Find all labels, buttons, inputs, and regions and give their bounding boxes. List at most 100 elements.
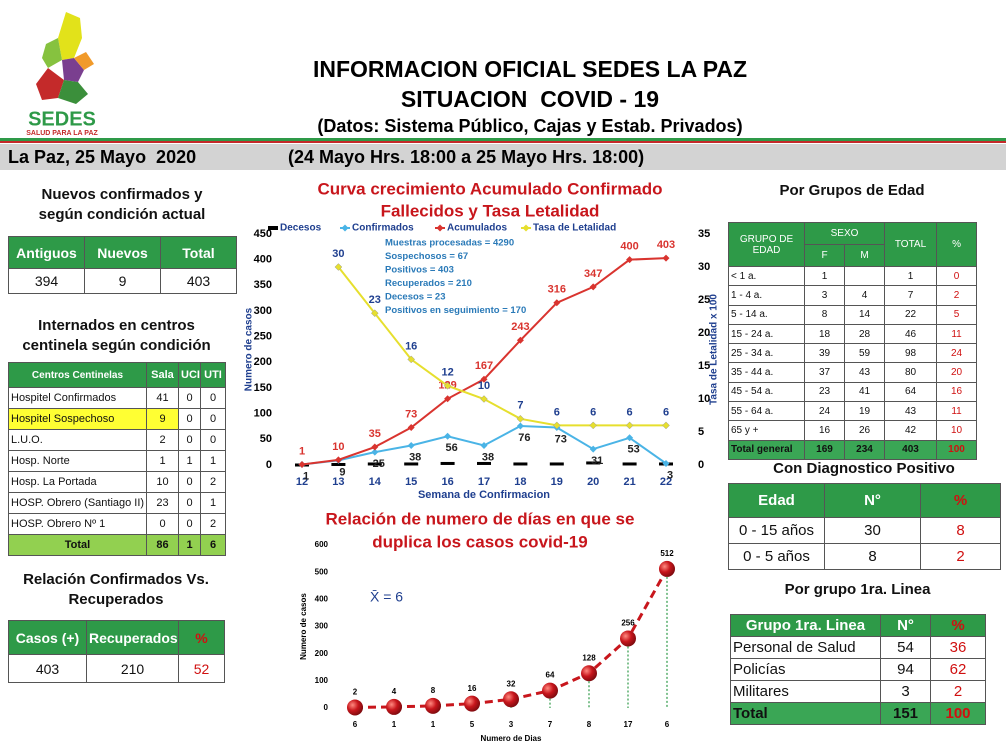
table-header-row: Edad N°% bbox=[728, 483, 1001, 518]
header-cell: % bbox=[930, 614, 986, 637]
value-label: 32 bbox=[507, 679, 516, 688]
table-cell: 19 bbox=[843, 401, 886, 422]
y-tick-label: 450 bbox=[254, 228, 272, 240]
header-cell: Sala bbox=[146, 362, 179, 388]
table: Centros Centinelas Sala UCI UTI Hospitel Con… bbox=[8, 362, 226, 556]
table-row: Hosp. La Portada 10 0 2 bbox=[8, 471, 226, 493]
logo-shape bbox=[62, 58, 84, 82]
annotation: X̄ = 6 bbox=[370, 589, 403, 605]
table-header-row: Casos (+) Recuperados% bbox=[8, 620, 225, 655]
table-cell: 1 - 4 a. bbox=[728, 285, 805, 306]
point bbox=[425, 697, 441, 714]
y-tick-label: 300 bbox=[254, 305, 272, 317]
point bbox=[589, 445, 597, 453]
point bbox=[626, 256, 634, 264]
table-cell: 24 bbox=[936, 343, 978, 364]
table-row: Hospitel Confirmados 41 0 0 bbox=[8, 387, 226, 409]
point bbox=[553, 299, 561, 307]
value-label: 2 bbox=[353, 688, 358, 697]
table-cell: 16 bbox=[936, 381, 978, 403]
value-label: 8 bbox=[431, 686, 436, 695]
value-label: 3 bbox=[667, 469, 673, 481]
page-source: (Datos: Sistema Público, Cajas y Estab. … bbox=[317, 116, 743, 136]
table-cell: 9 bbox=[84, 268, 161, 294]
header-cell: Edad bbox=[728, 483, 825, 518]
value-label: 6 bbox=[663, 406, 669, 418]
y-tick-label: 0 bbox=[266, 459, 272, 471]
table-cell: Total bbox=[730, 702, 881, 725]
value-label: 6 bbox=[590, 406, 596, 418]
logo-tagline: SALUD PARA LA PAZ bbox=[26, 130, 98, 137]
table-cell: 100 bbox=[930, 702, 986, 725]
table-cell: 0 bbox=[200, 429, 226, 451]
page-title: INFORMACION OFICIAL SEDES LA PAZ bbox=[312, 56, 748, 82]
x-tick-label: 6 bbox=[665, 720, 670, 729]
table-cell: 2 bbox=[146, 429, 179, 451]
header-cell: % bbox=[920, 483, 1001, 518]
table-cell: HOSP. Obrero Nº 1 bbox=[8, 513, 147, 535]
table-cell: 1 bbox=[884, 265, 938, 287]
table-cell: 20 bbox=[936, 362, 978, 383]
x-tick-label: 17 bbox=[624, 720, 633, 729]
value-label: 38 bbox=[409, 451, 421, 463]
annotation: Positivos = 403 bbox=[385, 265, 454, 276]
table-cell: 15 - 24 a. bbox=[728, 323, 805, 345]
annotation: Positivos en seguimiento = 170 bbox=[385, 305, 526, 316]
chart-title: Relación de numero de días en que se bbox=[326, 509, 635, 528]
value-label: 12 bbox=[441, 367, 453, 379]
table-cell: 0 bbox=[178, 471, 201, 493]
table-cell: 11 bbox=[936, 401, 978, 422]
point bbox=[662, 254, 670, 262]
table-cell: 2 bbox=[930, 680, 986, 703]
table-cell: 210 bbox=[86, 654, 179, 683]
table-cell: 1 bbox=[804, 265, 845, 287]
x-tick-label: 7 bbox=[548, 720, 553, 729]
point bbox=[480, 395, 488, 403]
point bbox=[516, 414, 525, 423]
annotation: Recuperados = 210 bbox=[385, 278, 472, 289]
table-row: 394 9 403 bbox=[8, 268, 237, 294]
table-title-line: Relación Confirmados Vs. bbox=[23, 571, 209, 588]
x-tick-label: 20 bbox=[587, 476, 599, 488]
point bbox=[503, 691, 519, 708]
logo: SEDES SALUD PARA LA PAZ bbox=[26, 12, 98, 137]
point bbox=[626, 434, 634, 442]
point bbox=[371, 443, 379, 451]
y-axis-title: Numero de casos bbox=[299, 593, 308, 660]
y-tick-label: 400 bbox=[254, 254, 272, 266]
header-cell: Casos (+) bbox=[8, 620, 87, 655]
legend-label: Confirmados bbox=[352, 223, 414, 234]
table-header-row: Centros Centinelas Sala UCI UTI bbox=[8, 362, 226, 388]
table-cell: 2 bbox=[200, 513, 226, 535]
table-cell: Policías bbox=[730, 658, 881, 681]
date-bar bbox=[0, 144, 1006, 170]
value-label: 30 bbox=[332, 248, 344, 260]
point bbox=[334, 456, 342, 464]
table-cell: 94 bbox=[880, 658, 931, 681]
period: (24 Mayo Hrs. 18:00 a 25 Mayo Hrs. 18:00… bbox=[288, 147, 645, 167]
table-title-line: Nuevos confirmados y bbox=[41, 186, 203, 203]
table-title-line: Por grupo 1ra. Linea bbox=[784, 581, 931, 598]
point bbox=[334, 263, 343, 271]
table-title: Relación Confirmados Vs. Recuperados bbox=[8, 570, 224, 610]
death-mark bbox=[477, 461, 491, 465]
x-tick-label: 15 bbox=[405, 476, 417, 488]
table-row: Hospitel Sospechoso 9 0 0 bbox=[8, 408, 226, 430]
header-cell: N° bbox=[880, 614, 931, 637]
table: Casos (+) Recuperados% 403 210 52 bbox=[8, 620, 225, 683]
value-label: 16 bbox=[405, 340, 417, 352]
value-label: 1 bbox=[299, 445, 305, 457]
y2-tick-label: 10 bbox=[698, 393, 710, 405]
point bbox=[407, 355, 416, 364]
header-cell: TOTAL bbox=[884, 222, 938, 267]
point bbox=[444, 432, 452, 440]
y2-tick-label: 5 bbox=[698, 426, 704, 438]
point bbox=[298, 460, 306, 468]
value-label: 316 bbox=[548, 284, 566, 296]
table-cell: 42 bbox=[884, 420, 938, 441]
table-title-line: Recuperados bbox=[68, 591, 164, 608]
header-cell: UCI bbox=[178, 362, 201, 388]
logo-shape bbox=[74, 52, 94, 70]
table-cell: 0 - 5 años bbox=[728, 543, 825, 570]
table-cell: 7 bbox=[884, 285, 938, 306]
